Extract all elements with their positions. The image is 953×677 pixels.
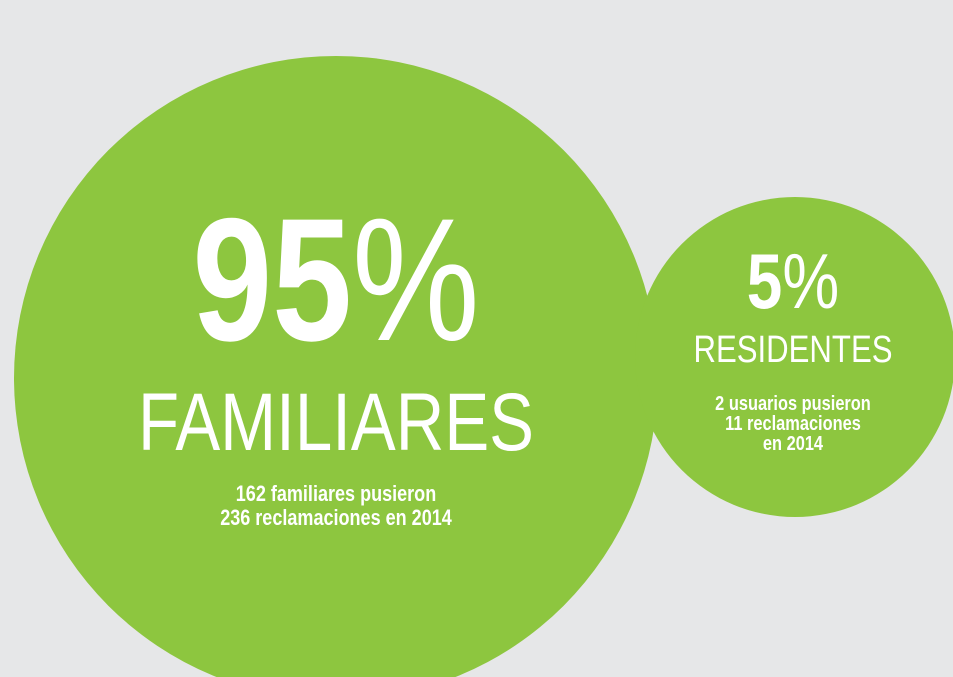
- big-bubble-text: 95% FAMILIARES 162 familiares pusieron 2…: [138, 181, 534, 530]
- percent-unit: %: [782, 238, 839, 325]
- small-note-line: 11 reclamaciones: [725, 411, 861, 434]
- small-note-line: en 2014: [763, 431, 824, 454]
- small-label: RESIDENTES: [693, 329, 892, 371]
- big-label: FAMILIARES: [138, 376, 534, 468]
- small-note-line: 2 usuarios pusieron: [715, 391, 871, 414]
- big-bubble: [14, 56, 658, 677]
- small-bubble: [635, 197, 953, 517]
- percent-unit: %: [352, 181, 480, 377]
- big-percent: 95%: [192, 181, 479, 377]
- small-bubble-text: 5% RESIDENTES 2 usuarios pusieron 11 rec…: [693, 238, 892, 454]
- small-percent: 5%: [747, 238, 839, 325]
- percent-number: 95: [192, 181, 352, 377]
- percent-number: 5: [747, 238, 783, 325]
- big-note-line: 162 familiares pusieron: [236, 482, 436, 506]
- big-note-line: 236 reclamaciones en 2014: [220, 506, 452, 530]
